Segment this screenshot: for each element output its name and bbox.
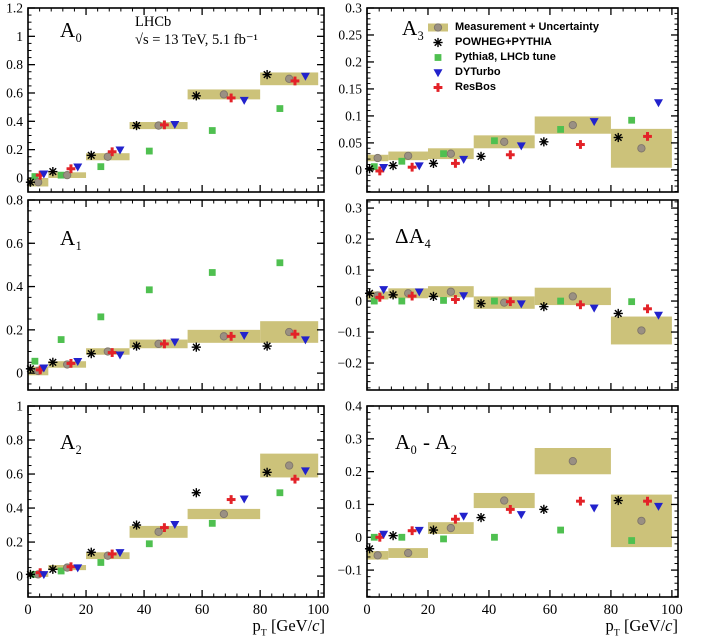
- powheg-asterisk-icon: [428, 36, 448, 49]
- svg-text:0.1: 0.1: [345, 108, 362, 123]
- svg-text:0.3: 0.3: [345, 431, 362, 446]
- svg-text:0: 0: [16, 170, 23, 185]
- svg-text:0.2: 0.2: [6, 535, 23, 550]
- pythia8-square-icon: [428, 51, 448, 64]
- legend-label: DYTurbo: [455, 65, 501, 78]
- svg-text:0.4: 0.4: [345, 399, 362, 414]
- svg-text:0.8: 0.8: [6, 193, 23, 208]
- panel-label-a0-a2: A0 - A2: [395, 430, 458, 458]
- svg-text:0.2: 0.2: [345, 54, 362, 69]
- svg-text:0.1: 0.1: [345, 263, 362, 278]
- svg-text:0.6: 0.6: [6, 236, 23, 251]
- svg-text:1: 1: [16, 399, 23, 414]
- svg-text:0.8: 0.8: [6, 57, 23, 72]
- measurement-band-icon: [428, 21, 448, 34]
- legend-label: Measurement + Uncertainty: [455, 20, 599, 33]
- svg-text:0.3: 0.3: [345, 201, 362, 216]
- svg-text:0: 0: [16, 366, 23, 381]
- svg-text:20: 20: [421, 602, 436, 618]
- svg-text:0.2: 0.2: [345, 232, 362, 247]
- svg-text:0.6: 0.6: [6, 467, 23, 482]
- panel-label-a1: A1: [60, 226, 83, 254]
- svg-text:1.2: 1.2: [6, 1, 23, 16]
- legend-label: POWHEG+PYTHIA: [455, 35, 552, 48]
- svg-text:100: 100: [661, 602, 683, 618]
- collision-info: √s = 13 TeV, 5.1 fb⁻¹: [135, 32, 258, 48]
- svg-text:0.8: 0.8: [6, 433, 23, 448]
- svg-text:0.05: 0.05: [338, 135, 362, 150]
- svg-text:0.15: 0.15: [338, 81, 362, 96]
- svg-text:0.4: 0.4: [6, 279, 23, 294]
- experiment-label: LHCb: [135, 14, 172, 30]
- svg-text:20: 20: [79, 602, 94, 618]
- x-axis-title-left: pT [GeV/c]: [252, 616, 325, 639]
- legend: Measurement + Uncertainty POWHEG+PYTHIA …: [428, 21, 599, 93]
- legend-item-resbos: ResBos: [428, 81, 599, 93]
- legend-item-dyturbo: DYTurbo: [428, 66, 599, 78]
- resbos-cross-icon: [428, 81, 448, 94]
- x-axis-title-right: pT [GeV/c]: [605, 616, 678, 639]
- svg-text:60: 60: [543, 602, 558, 618]
- svg-text:0: 0: [363, 602, 370, 618]
- svg-text:−0.1: −0.1: [338, 325, 363, 340]
- svg-text:0.1: 0.1: [345, 497, 362, 512]
- svg-text:0: 0: [355, 294, 362, 309]
- svg-text:0.2: 0.2: [6, 322, 23, 337]
- panel-label-da4: ΔA4: [395, 224, 432, 252]
- svg-text:0: 0: [16, 569, 23, 584]
- svg-text:100: 100: [307, 602, 329, 618]
- svg-text:0.2: 0.2: [345, 464, 362, 479]
- dyturbo-triangle-icon: [428, 66, 448, 79]
- legend-label: Pythia8, LHCb tune: [455, 50, 556, 63]
- panel-label-a3: A3: [402, 16, 425, 44]
- svg-text:80: 80: [253, 602, 268, 618]
- svg-text:80: 80: [604, 602, 619, 618]
- svg-text:0: 0: [355, 530, 362, 545]
- svg-text:0.2: 0.2: [6, 142, 23, 157]
- panel-label-a2: A2: [60, 430, 83, 458]
- legend-label: ResBos: [455, 80, 496, 93]
- panel-label-a0: A0: [60, 18, 83, 46]
- legend-item-pythia8: Pythia8, LHCb tune: [428, 51, 599, 63]
- svg-text:40: 40: [137, 602, 152, 618]
- svg-text:0.6: 0.6: [6, 85, 23, 100]
- svg-text:0.4: 0.4: [6, 501, 23, 516]
- svg-text:0.25: 0.25: [338, 27, 362, 42]
- svg-text:1: 1: [16, 29, 23, 44]
- legend-item-measurement: Measurement + Uncertainty: [428, 21, 599, 33]
- svg-text:0: 0: [24, 602, 31, 618]
- svg-text:40: 40: [482, 602, 497, 618]
- legend-item-powheg: POWHEG+PYTHIA: [428, 36, 599, 48]
- svg-text:0: 0: [355, 162, 362, 177]
- svg-text:−0.1: −0.1: [338, 563, 363, 578]
- svg-text:−0.2: −0.2: [338, 356, 363, 371]
- svg-text:60: 60: [195, 602, 210, 618]
- svg-text:0.4: 0.4: [6, 114, 23, 129]
- svg-text:0.3: 0.3: [345, 1, 362, 16]
